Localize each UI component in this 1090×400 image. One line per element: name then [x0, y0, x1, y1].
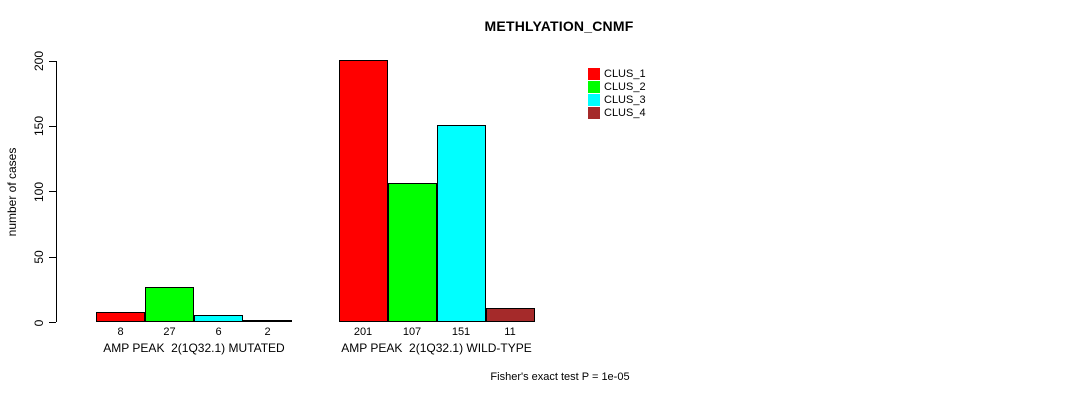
bar-clus_4-group1 [243, 319, 292, 323]
legend-swatch-clus_1 [588, 67, 600, 80]
bar-clus_2-group1 [145, 287, 194, 323]
bar-value-label: 201 [353, 326, 373, 338]
bar-value-label: 107 [402, 326, 422, 338]
bar-clus_3-group2 [436, 125, 486, 323]
y-axis-tick-label: 50 [32, 250, 46, 264]
legend-label: CLUS_3 [604, 93, 646, 106]
y-axis-line [56, 61, 57, 322]
bar-clus_1-group2 [338, 59, 388, 323]
legend-swatch-clus_4 [588, 106, 600, 119]
y-axis-tick-label: 0 [32, 319, 46, 326]
y-axis-tick [49, 125, 56, 127]
bar-value-label: 2 [264, 326, 271, 338]
fisher-test-annotation: Fisher's exact test P = 1e-05 [490, 371, 630, 383]
legend-item: CLUS_1 [588, 67, 646, 80]
bar-clus_3-group1 [194, 314, 243, 323]
category-label-group2: AMP PEAK 2(1Q32.1) WILD-TYPE [341, 341, 532, 355]
bar-value-label: 8 [117, 326, 124, 338]
legend-label: CLUS_1 [604, 67, 646, 80]
legend-label: CLUS_4 [604, 106, 646, 119]
bar-clus_1-group1 [96, 312, 145, 323]
legend-item: CLUS_3 [588, 93, 646, 106]
y-axis-tick-label: 200 [32, 50, 46, 72]
y-axis-tick [49, 191, 56, 193]
y-axis-tick [49, 60, 56, 62]
bar-clus_4-group2 [485, 308, 535, 323]
y-axis-tick [49, 256, 56, 258]
y-axis-tick [49, 322, 56, 323]
bar-value-label: 6 [215, 326, 222, 338]
bar-value-label: 27 [163, 326, 176, 338]
legend-label: CLUS_2 [604, 80, 646, 93]
bar-value-label: 11 [504, 326, 516, 338]
legend-swatch-clus_2 [588, 80, 600, 93]
y-axis-label: number of cases [5, 147, 19, 237]
chart-title: METHLYATION_CNMF [484, 18, 634, 34]
legend-item: CLUS_2 [588, 80, 646, 93]
y-axis-tick-label: 150 [32, 116, 46, 137]
bar-clus_2-group2 [387, 182, 437, 323]
legend: CLUS_1 CLUS_2 CLUS_3 CLUS_4 [588, 67, 646, 119]
bar-value-label: 151 [451, 326, 471, 338]
category-label-group1: AMP PEAK 2(1Q32.1) MUTATED [103, 341, 285, 355]
y-axis-tick-label: 100 [32, 181, 46, 202]
legend-item: CLUS_4 [588, 106, 646, 119]
legend-swatch-clus_3 [588, 93, 600, 106]
